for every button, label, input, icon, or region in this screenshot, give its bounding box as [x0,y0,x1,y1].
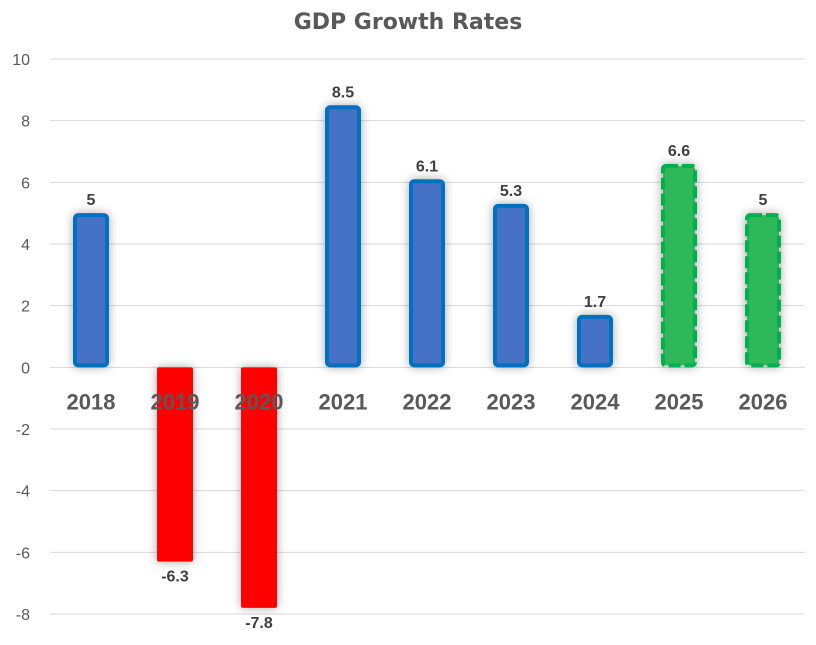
data-label: -7.8 [245,615,273,632]
data-label: 8.5 [332,84,354,101]
y-tick-label: 4 [21,237,30,254]
data-label: 5.3 [500,183,522,200]
data-label: 6.6 [668,143,690,160]
data-label: 6.1 [416,158,438,175]
y-tick-label: -4 [16,484,30,501]
x-tick-label: 2018 [67,389,116,414]
bar-2023 [493,203,529,368]
bar-2024 [577,314,613,368]
data-label: -6.3 [161,569,189,586]
x-tick-label: 2026 [739,389,788,414]
x-tick-label: 2024 [571,389,621,414]
y-tick-label: -6 [16,545,30,562]
chart-title: GDP Growth Rates [294,10,523,35]
y-tick-label: 0 [21,360,30,377]
bar-2022 [409,179,445,368]
bar-2026 [745,213,781,368]
y-tick-label: -2 [16,422,30,439]
x-tick-label: 2019 [151,389,200,414]
data-label: 5 [87,192,96,209]
bar-2018 [73,213,109,368]
x-tick-label: 2022 [403,389,452,414]
bar-2021 [325,105,361,368]
y-tick-label: 2 [21,299,30,316]
bar-2020 [241,367,277,608]
y-tick-label: -8 [16,607,30,624]
x-tick-label: 2020 [235,389,284,414]
x-tick-label: 2023 [487,389,536,414]
y-tick-label: 8 [21,114,30,131]
x-tick-label: 2025 [655,389,704,414]
y-tick-label: 6 [21,175,30,192]
x-tick-label: 2021 [319,389,368,414]
data-label: 1.7 [584,294,606,311]
data-label: 5 [759,192,768,209]
bar-2019 [157,367,193,562]
bar-2025 [661,163,697,368]
y-tick-label: 10 [12,52,30,69]
